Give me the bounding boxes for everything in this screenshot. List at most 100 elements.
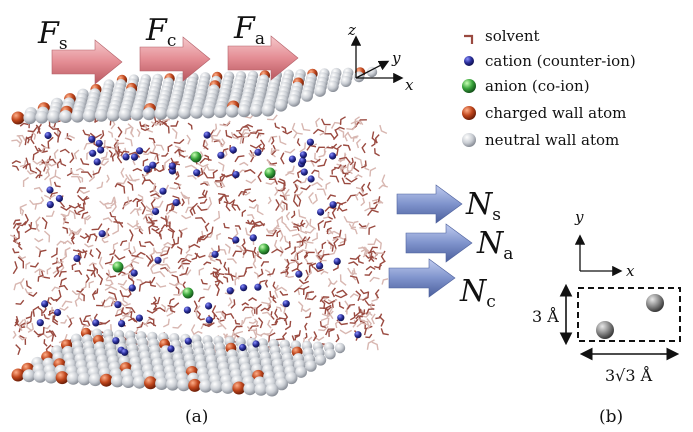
solvent-molecule <box>304 322 308 331</box>
cation <box>254 148 262 156</box>
solvent-molecule <box>284 320 292 331</box>
solvent-molecule <box>274 186 279 196</box>
solvent-molecule <box>194 305 201 317</box>
solvent-molecule <box>82 216 92 221</box>
neutral-wall-atom <box>190 105 204 119</box>
solvent-molecule <box>203 284 212 291</box>
solvent-molecule <box>369 276 380 283</box>
solvent-molecule <box>93 266 99 274</box>
solvent-molecule <box>35 174 43 179</box>
solvent-molecule <box>226 332 236 338</box>
solvent-molecule <box>113 221 124 228</box>
solvent-molecule <box>302 240 308 250</box>
solvent-molecule <box>77 202 85 214</box>
solvent-molecule <box>109 249 116 256</box>
solvent-molecule <box>136 198 143 207</box>
neutral-wall-atom <box>301 89 313 102</box>
solvent-molecule <box>18 241 23 251</box>
solvent-molecule <box>349 275 360 284</box>
solvent-molecule <box>368 256 378 262</box>
solvent-molecule <box>281 204 286 213</box>
neutral-wall-atom <box>243 382 257 396</box>
solvent-molecule <box>82 248 87 259</box>
solvent-molecule <box>216 317 225 322</box>
solvent-molecule <box>152 200 164 209</box>
solvent-molecule <box>111 152 117 162</box>
cation <box>93 158 101 166</box>
solvent-molecule <box>338 301 345 310</box>
solvent-molecule <box>55 258 64 264</box>
solvent-molecule <box>16 221 27 227</box>
solvent-molecule <box>221 310 227 320</box>
solvent-molecule <box>296 236 306 243</box>
solvent-molecule <box>325 328 335 336</box>
solvent-molecule <box>171 127 178 139</box>
solvent-molecule <box>343 144 351 151</box>
solvent-molecule <box>35 124 41 134</box>
solvent-molecule <box>12 330 17 339</box>
solvent-molecule <box>279 246 284 257</box>
solvent-molecule <box>51 286 60 292</box>
solvent-molecule <box>101 238 109 244</box>
cation <box>95 139 103 147</box>
solvent-molecule <box>142 213 153 220</box>
solvent-molecule <box>83 195 88 205</box>
solvent-molecule <box>143 179 155 185</box>
solvent-molecule <box>68 203 82 209</box>
solvent-molecule <box>354 116 360 125</box>
force-arrows: Fs Fc Fa <box>37 11 299 85</box>
solvent-molecule <box>128 229 134 242</box>
solvent-molecule <box>204 154 210 161</box>
solvent-molecule <box>264 328 274 335</box>
solvent-molecule <box>216 232 222 240</box>
cation <box>329 201 337 209</box>
solvent-molecule <box>368 225 376 235</box>
solvent-molecule <box>333 238 339 249</box>
solvent-molecule <box>346 194 358 202</box>
neutral-wall-atom <box>88 373 102 387</box>
solvent-molecule <box>278 135 287 146</box>
solvent-molecule <box>45 330 57 338</box>
solvent-molecule <box>22 157 29 169</box>
solvent-molecule <box>260 261 269 267</box>
neutral-wall-atom <box>110 374 124 388</box>
ions <box>36 131 362 356</box>
solvent-molecule <box>256 303 263 315</box>
solvent-molecule <box>353 161 360 173</box>
solvent-molecule <box>82 129 91 136</box>
neutral-wall-atom <box>77 372 91 386</box>
solvent-molecule <box>145 276 156 284</box>
solvent-molecule <box>52 315 59 326</box>
solvent-molecule <box>151 227 160 232</box>
solvent-molecule <box>241 209 247 217</box>
neutral-wall-atom <box>324 348 336 360</box>
solvent-molecule <box>375 313 383 320</box>
solvent-molecule <box>350 120 362 125</box>
solvent-molecule <box>48 124 60 131</box>
solvent-molecule <box>324 132 336 140</box>
solvent-molecule <box>236 127 244 132</box>
solvent-molecule <box>107 130 114 138</box>
solvent-molecule <box>222 149 228 159</box>
solvent-molecule <box>202 139 209 151</box>
solvent-molecule <box>249 143 262 149</box>
cation <box>128 284 136 292</box>
solvent-molecule <box>144 241 155 247</box>
solvent-molecule <box>352 135 359 142</box>
unit-cell-box <box>577 287 681 342</box>
solvent-molecule <box>326 227 332 235</box>
solvent-molecule <box>331 167 336 175</box>
solvent-molecule <box>46 297 52 306</box>
solvent-molecule <box>332 129 339 141</box>
solvent-molecule <box>239 161 249 167</box>
solvent-molecule <box>71 263 77 271</box>
solvent-molecule <box>117 126 123 138</box>
solvent-molecule <box>146 309 158 314</box>
solvent-molecule <box>174 171 180 181</box>
solvent-molecule <box>361 142 367 154</box>
neutral-wall-atom <box>340 76 352 87</box>
solvent-molecule <box>232 325 243 332</box>
solvent-molecule <box>300 184 311 191</box>
neutral-wall-atom <box>265 383 279 397</box>
solvent-molecule <box>81 171 93 178</box>
